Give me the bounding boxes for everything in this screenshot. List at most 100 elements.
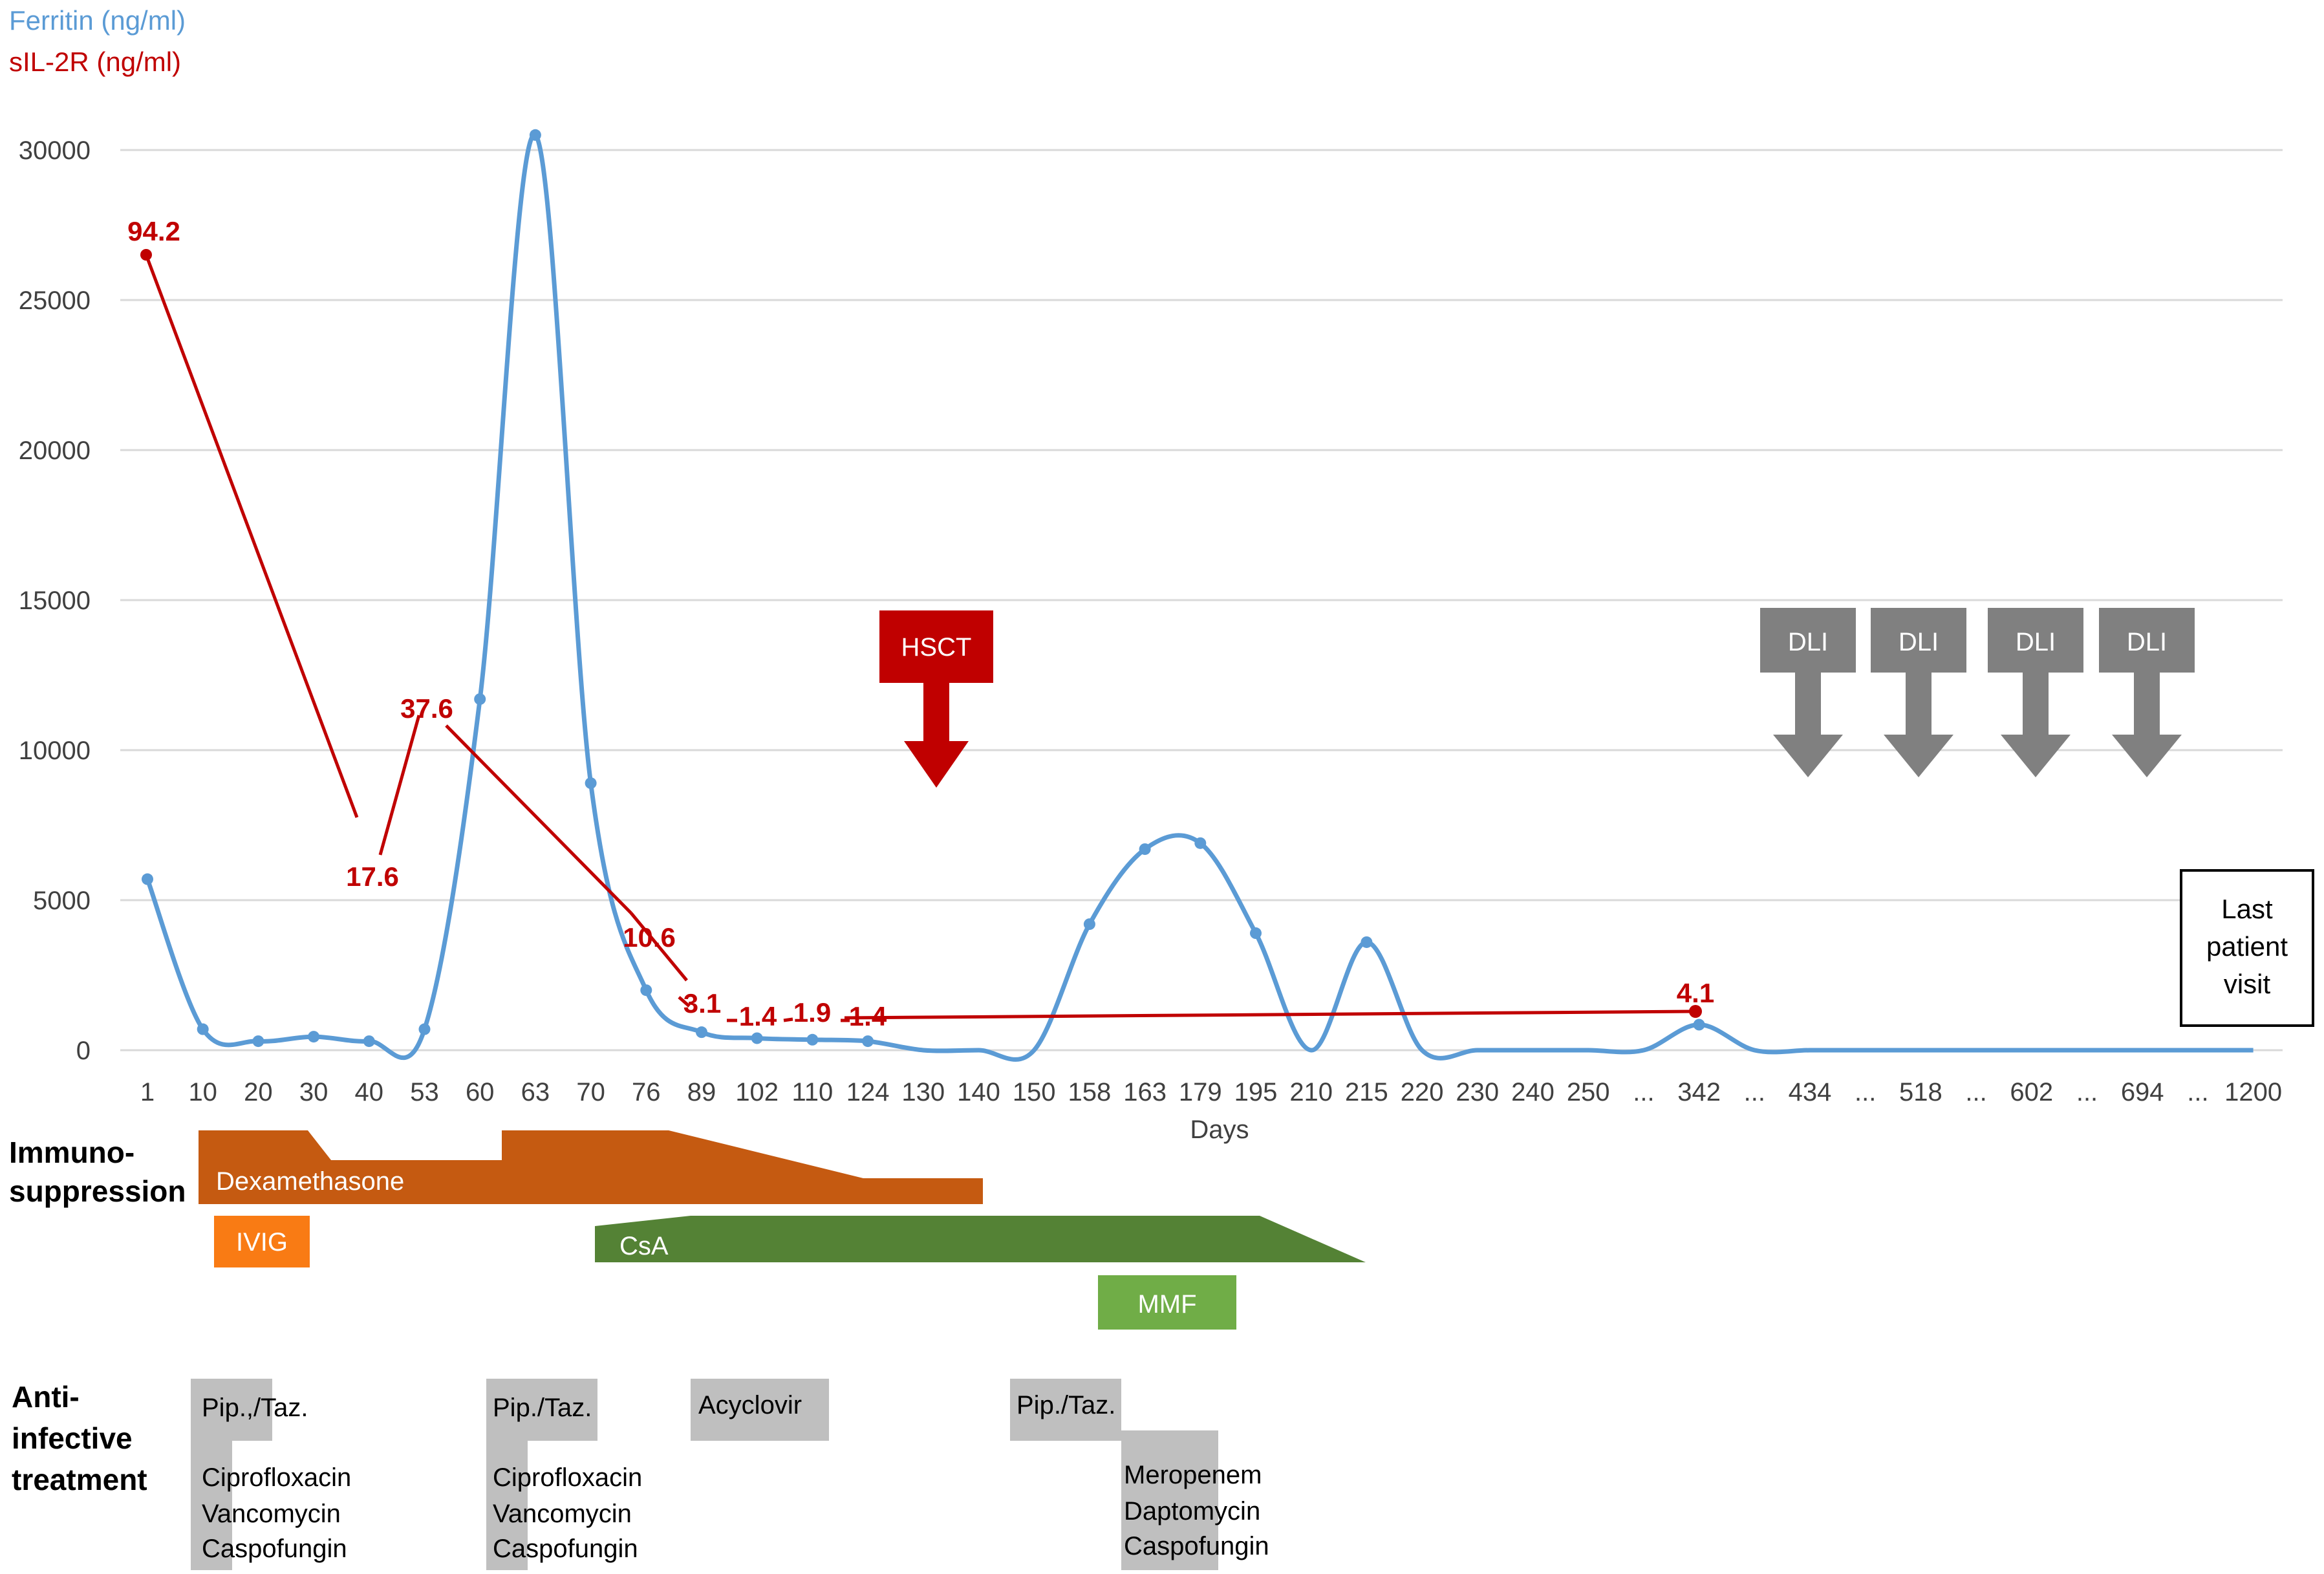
ferritin-point-undefined11 <box>751 1032 763 1044</box>
dexamethasone-bar <box>199 1130 983 1204</box>
ferritin-point-undefined13 <box>862 1035 874 1048</box>
sil2r-label-5: 1.4 <box>739 1001 777 1031</box>
dli-box-3 <box>2099 608 2195 673</box>
ferritin-point-undefined7 <box>529 129 541 141</box>
x-tick-8: 70 <box>576 1078 605 1106</box>
sil2r-dash-1 <box>783 1017 793 1022</box>
anti-label-line-1: Anti- <box>12 1380 80 1414</box>
x-tick-1: 10 <box>188 1078 217 1106</box>
x-tick-21: 210 <box>1289 1078 1333 1106</box>
x-tick-32: 518 <box>1899 1078 1942 1106</box>
sil2r-segment-3 <box>630 912 688 982</box>
x-tick-17: 158 <box>1068 1078 1112 1106</box>
dli-arrow-3 <box>2112 673 2182 777</box>
anti-block-2b <box>486 1379 528 1570</box>
anti-g1-drug-1: Ciprofloxacin <box>202 1463 351 1492</box>
immuno-label-line-2: suppression <box>9 1174 186 1208</box>
anti-block-3 <box>691 1379 829 1441</box>
hsct-box <box>879 610 993 683</box>
anti-g4-drug-1: Meropenem <box>1124 1461 1262 1489</box>
x-tick-31: ... <box>1855 1078 1876 1106</box>
x-tick-11: 102 <box>735 1078 779 1106</box>
anti-g2-drug-2: Vancomycin <box>493 1500 632 1528</box>
anti-block-4a <box>1010 1379 1121 1441</box>
sil2r-label-0: 94.2 <box>127 216 180 246</box>
ferritin-point-undefined17 <box>1083 918 1095 931</box>
ferritin-point-undefined12 <box>806 1033 819 1046</box>
dexamethasone-label: Dexamethasone <box>216 1167 404 1196</box>
dli-arrow-2 <box>2001 673 2071 777</box>
x-tick-2: 20 <box>244 1078 273 1106</box>
anti-g4-drug-2: Daptomycin <box>1124 1497 1260 1525</box>
anti-g2-drug-3: Caspofungin <box>493 1535 638 1563</box>
sil2r-label-4: 3.1 <box>683 988 721 1019</box>
ferritin-point-undefined6 <box>474 693 486 706</box>
y-gridlines <box>120 149 2283 1051</box>
ivig-label: IVIG <box>236 1228 288 1256</box>
anti-infective-section: Anti- infective treatment Pip.,/Taz. Cip… <box>12 1379 1269 1570</box>
x-tick-20: 195 <box>1234 1078 1278 1106</box>
x-tick-38: 1200 <box>2224 1078 2282 1106</box>
immunosuppression-section: Immuno- suppression Dexamethasone IVIG C… <box>9 1130 1366 1330</box>
anti-g3-header: Acyclovir <box>698 1391 802 1419</box>
anti-g4-header: Pip./Taz. <box>1017 1391 1115 1419</box>
anti-g1-header: Pip.,/Taz. <box>202 1394 308 1422</box>
legend-ferritin: Ferritin (ng/ml) <box>9 5 186 36</box>
x-tick-23: 220 <box>1401 1078 1444 1106</box>
x-tick-6: 60 <box>466 1078 495 1106</box>
ivig-bar <box>214 1216 310 1267</box>
mmf-bar <box>1098 1275 1236 1330</box>
csa-label: CsA <box>619 1232 669 1260</box>
x-tick-10: 89 <box>687 1078 716 1106</box>
x-tick-15: 140 <box>957 1078 1000 1106</box>
sil2r-label-3: 10.6 <box>623 922 676 953</box>
ferritin-point-undefined1 <box>197 1023 209 1035</box>
last-visit-line-1: patient <box>2206 931 2288 962</box>
sil2r-series: 94.2 17.6 37.6 10.6 3.1 1.4 1.9 1.4 4.1 <box>127 216 1714 1031</box>
x-tick-4: 40 <box>355 1078 384 1106</box>
x-tick-5: 53 <box>410 1078 439 1106</box>
x-axis-title: Days <box>1190 1116 1249 1144</box>
dli-label-0: DLI <box>1788 628 1828 656</box>
anti-g2-drug-1: Ciprofloxacin <box>493 1463 642 1492</box>
hsct-arrow: HSCT <box>879 610 993 788</box>
x-tick-34: 602 <box>2010 1078 2053 1106</box>
ferritin-point-undefined2 <box>252 1035 264 1048</box>
x-tick-0: 1 <box>140 1078 155 1106</box>
dli-label-1: DLI <box>1899 628 1939 656</box>
anti-block-4b <box>1121 1430 1218 1570</box>
x-tick-36: 694 <box>2121 1078 2164 1106</box>
ferritin-point-undefined9 <box>640 984 652 997</box>
last-patient-visit-box: Last patient visit <box>2180 869 2314 1027</box>
hsct-arrow-shaft <box>904 683 969 788</box>
anti-g1-drug-3: Caspofungin <box>202 1535 347 1563</box>
x-tick-3: 30 <box>299 1078 328 1106</box>
y-tick-3: 15000 <box>19 587 91 615</box>
sil2r-label-8: 4.1 <box>1677 978 1714 1008</box>
ferritin-series <box>142 129 2254 1062</box>
y-tick-6: 30000 <box>19 136 91 165</box>
dli-arrows: DLI DLI DLI DLI <box>1760 608 2195 777</box>
dli-label-3: DLI <box>2127 628 2167 656</box>
immuno-label-line-1: Immuno- <box>9 1136 134 1169</box>
anti-label-line-2: infective <box>12 1421 133 1455</box>
sil2r-label-6: 1.9 <box>793 997 831 1028</box>
x-tick-18: 163 <box>1123 1078 1167 1106</box>
anti-g2-header: Pip./Taz. <box>493 1394 592 1422</box>
ferritin-point-undefined19 <box>1194 837 1207 849</box>
y-tick-2: 10000 <box>19 737 91 765</box>
x-tick-9: 76 <box>632 1078 661 1106</box>
sil2r-label-1: 17.6 <box>346 861 399 892</box>
sil2r-segment-0 <box>144 254 359 818</box>
ferritin-point-undefined5 <box>418 1023 431 1035</box>
csa-bar <box>595 1216 1366 1262</box>
anti-g1-drug-2: Vancomycin <box>202 1500 341 1528</box>
dli-label-2: DLI <box>2016 628 2056 656</box>
legend-sil2r: sIL-2R (ng/ml) <box>9 47 181 77</box>
anti-block-1b <box>191 1379 232 1570</box>
x-tick-35: ... <box>2076 1078 2098 1106</box>
last-visit-line-0: Last <box>2221 894 2273 924</box>
dli-box-2 <box>1988 608 2083 673</box>
x-tick-22: 215 <box>1345 1078 1388 1106</box>
